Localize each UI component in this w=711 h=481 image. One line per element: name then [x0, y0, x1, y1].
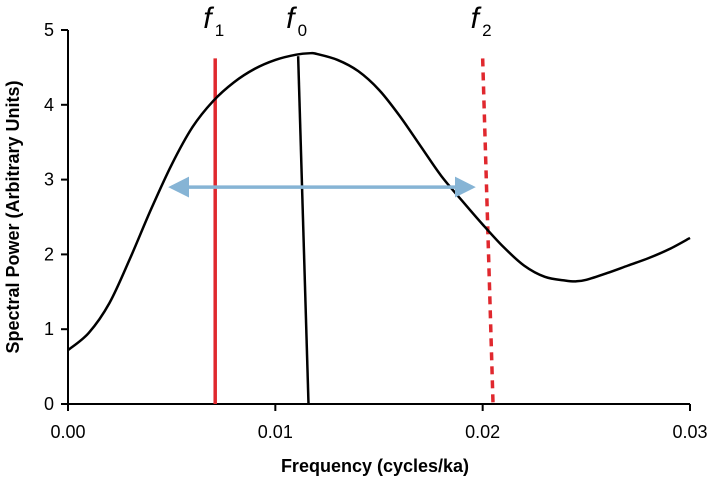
x-tick-label: 0.02: [465, 422, 500, 442]
x-axis-ticks: 0.00 0.01 0.02 0.03: [50, 404, 708, 442]
marker-label-f0: f: [286, 2, 297, 35]
x-tick-label: 0.01: [258, 422, 293, 442]
marker-label-f1: f: [203, 2, 214, 35]
spectrum-curve: [67, 51, 691, 352]
marker-subscript-f0: 0: [298, 21, 307, 40]
x-axis-title: Frequency (cycles/ka): [281, 456, 469, 476]
marker-label-f2: f: [471, 2, 482, 35]
y-axis-title: Spectral Power (Arbitrary Units): [3, 80, 23, 353]
x-tick-label: 0.03: [672, 422, 707, 442]
y-axis-ticks: 0 1 2 3 4 5: [44, 20, 68, 414]
marker-subscript-f2: 2: [482, 21, 491, 40]
y-tick-label: 3: [44, 170, 54, 190]
marker-line-f0: [296, 56, 310, 405]
y-tick-label: 4: [44, 95, 54, 115]
y-tick-label: 0: [44, 394, 54, 414]
marker-subscript-f1: 1: [215, 21, 224, 40]
y-tick-label: 1: [44, 319, 54, 339]
y-tick-label: 2: [44, 244, 54, 264]
y-tick-label: 5: [44, 20, 54, 40]
x-tick-label: 0.00: [50, 422, 85, 442]
